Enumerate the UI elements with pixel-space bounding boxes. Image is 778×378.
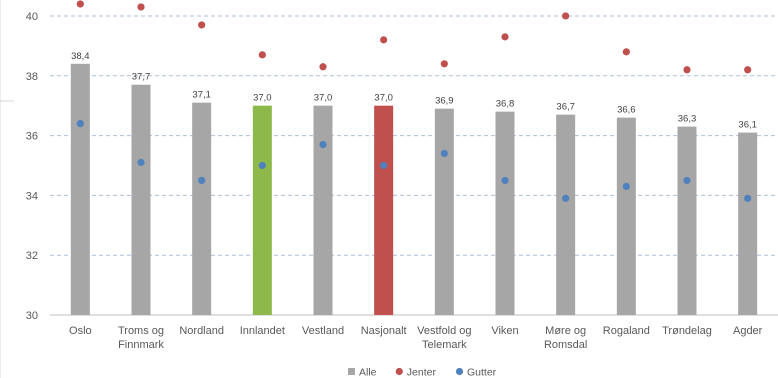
bar-alle	[252, 105, 272, 316]
data-label: 37,0	[314, 93, 333, 104]
bar-alle	[556, 114, 576, 315]
marker-gutter	[198, 176, 206, 185]
data-label: 38,4	[71, 51, 90, 62]
y-tick-label: 32	[26, 250, 38, 262]
marker-gutter	[683, 176, 691, 185]
x-tick-label: Romsdal	[544, 339, 587, 351]
marker-gutter	[319, 140, 327, 149]
x-tick-label: Vestland	[302, 325, 344, 337]
x-tick-label: Agder	[733, 325, 763, 337]
legend-swatch-alle	[348, 368, 355, 375]
legend-swatch-gutter	[455, 367, 464, 376]
marker-gutter	[562, 194, 570, 202]
bar-alle	[313, 105, 333, 316]
marker-jenter	[683, 66, 691, 74]
marker-jenter	[440, 60, 448, 68]
marker-gutter	[440, 149, 448, 158]
x-tick-label: Viken	[491, 325, 518, 337]
bar-alle	[192, 102, 212, 315]
y-tick-label: 30	[26, 310, 38, 322]
y-tick-label: 38	[26, 71, 38, 83]
legend-swatch-jenter	[395, 367, 403, 376]
y-tick-label: 36	[26, 131, 38, 143]
data-label: 36,3	[678, 114, 697, 125]
data-label: 37,1	[192, 90, 211, 101]
marker-jenter	[380, 36, 388, 44]
bar-alle	[374, 105, 394, 316]
x-axis: Oslo Troms og Finnmark Nordland Innlandet Ves…	[69, 325, 763, 351]
marker-jenter	[319, 63, 327, 71]
y-tick-label: 34	[26, 190, 38, 202]
marker-jenter	[198, 21, 206, 29]
marker-jenter	[258, 51, 266, 59]
bar-alle	[131, 84, 151, 316]
data-label: 36,8	[496, 99, 515, 110]
bar-alle	[677, 126, 697, 316]
x-tick-label: Oslo	[69, 325, 92, 337]
marker-gutter	[76, 120, 84, 128]
marker-gutter	[622, 182, 630, 191]
x-tick-label: Innlandet	[240, 325, 285, 337]
y-tick-label: 40	[26, 11, 38, 23]
data-label: 36,1	[738, 120, 757, 131]
marker-gutter	[137, 158, 145, 167]
gridlines	[50, 15, 778, 316]
y-axis: 30 32 34 36 38 40	[26, 11, 38, 322]
data-label: 37,0	[253, 93, 272, 104]
legend-label: Gutter	[467, 367, 497, 378]
data-label: 36,9	[435, 96, 454, 107]
markers	[76, 0, 752, 202]
bar-alle	[495, 111, 515, 315]
x-tick-label: Finnmark	[118, 339, 164, 351]
data-label: 36,6	[617, 105, 636, 116]
x-tick-label: Nordland	[179, 325, 224, 337]
data-label: 37,7	[132, 72, 151, 83]
bar-alle	[738, 132, 758, 315]
marker-jenter	[562, 12, 570, 20]
marker-gutter	[380, 161, 388, 170]
marker-jenter	[137, 3, 145, 11]
bar-alle	[434, 108, 454, 315]
data-label: 37,0	[374, 93, 393, 104]
x-tick-label: Nasjonalt	[361, 325, 407, 337]
x-tick-label: Troms og	[118, 325, 164, 337]
bars: 38,4 37,7 37,1 37,0 37,0 37,0 36,9 36,8 36,7 36,6…	[70, 51, 758, 316]
marker-jenter	[622, 48, 630, 56]
bar-alle	[70, 63, 90, 316]
marker-gutter	[258, 161, 266, 170]
marker-jenter	[501, 33, 509, 41]
marker-jenter	[76, 0, 84, 8]
bar-alle	[616, 117, 636, 315]
x-tick-label: Rogaland	[603, 325, 650, 337]
legend-label: Alle	[359, 367, 377, 378]
data-label: 36,7	[556, 102, 575, 113]
marker-gutter	[744, 194, 752, 202]
marker-jenter	[744, 66, 752, 74]
x-tick-label: Trøndelag	[662, 325, 712, 337]
x-tick-label: Vestfold og	[417, 325, 471, 337]
marker-gutter	[501, 176, 509, 185]
legend-label: Jenter	[407, 367, 437, 378]
x-tick-label: Telemark	[422, 339, 467, 351]
legend: Alle Jenter Gutter	[348, 367, 497, 378]
x-tick-label: Møre og	[545, 325, 586, 337]
